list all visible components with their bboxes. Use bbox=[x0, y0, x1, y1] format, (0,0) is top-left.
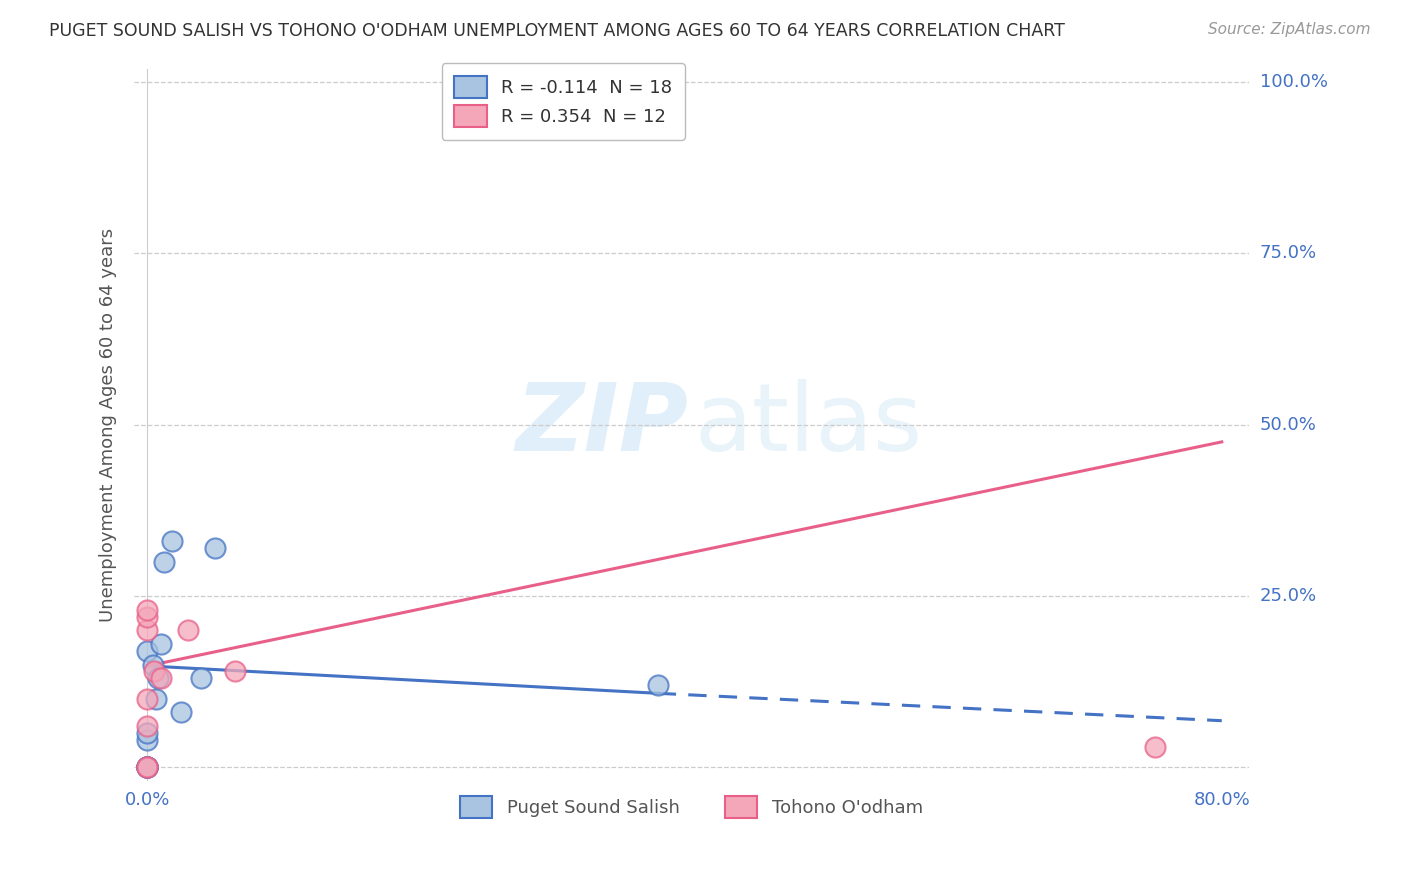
Point bbox=[177, 624, 200, 638]
Point bbox=[1143, 739, 1166, 754]
Point bbox=[142, 657, 165, 672]
Point bbox=[190, 671, 212, 685]
Text: Source: ZipAtlas.com: Source: ZipAtlas.com bbox=[1208, 22, 1371, 37]
Point bbox=[136, 609, 159, 624]
Point bbox=[136, 760, 159, 774]
Point bbox=[152, 555, 174, 569]
Point bbox=[224, 665, 246, 679]
Point bbox=[204, 541, 226, 555]
Point bbox=[170, 706, 193, 720]
Y-axis label: Unemployment Among Ages 60 to 64 years: Unemployment Among Ages 60 to 64 years bbox=[100, 227, 117, 622]
Point bbox=[136, 760, 159, 774]
Point bbox=[149, 671, 172, 685]
Point bbox=[136, 760, 159, 774]
Text: ZIP: ZIP bbox=[515, 379, 688, 471]
Point bbox=[145, 691, 167, 706]
Text: 100.0%: 100.0% bbox=[1260, 73, 1327, 91]
Legend: Puget Sound Salish, Tohono O'odham: Puget Sound Salish, Tohono O'odham bbox=[453, 789, 929, 825]
Point bbox=[160, 534, 183, 549]
Point bbox=[136, 732, 159, 747]
Point bbox=[143, 665, 166, 679]
Point bbox=[136, 760, 159, 774]
Point bbox=[136, 691, 159, 706]
Point bbox=[136, 760, 159, 774]
Text: atlas: atlas bbox=[695, 379, 922, 471]
Text: 75.0%: 75.0% bbox=[1260, 244, 1317, 262]
Text: 25.0%: 25.0% bbox=[1260, 587, 1317, 605]
Point bbox=[149, 637, 172, 651]
Point bbox=[136, 644, 159, 658]
Point bbox=[136, 603, 159, 617]
Text: PUGET SOUND SALISH VS TOHONO O'ODHAM UNEMPLOYMENT AMONG AGES 60 TO 64 YEARS CORR: PUGET SOUND SALISH VS TOHONO O'ODHAM UNE… bbox=[49, 22, 1066, 40]
Point bbox=[136, 760, 159, 774]
Text: 50.0%: 50.0% bbox=[1260, 416, 1316, 434]
Point bbox=[136, 624, 159, 638]
Point bbox=[136, 760, 159, 774]
Point bbox=[136, 726, 159, 740]
Point bbox=[148, 671, 170, 685]
Point bbox=[136, 719, 159, 733]
Point bbox=[647, 678, 669, 692]
